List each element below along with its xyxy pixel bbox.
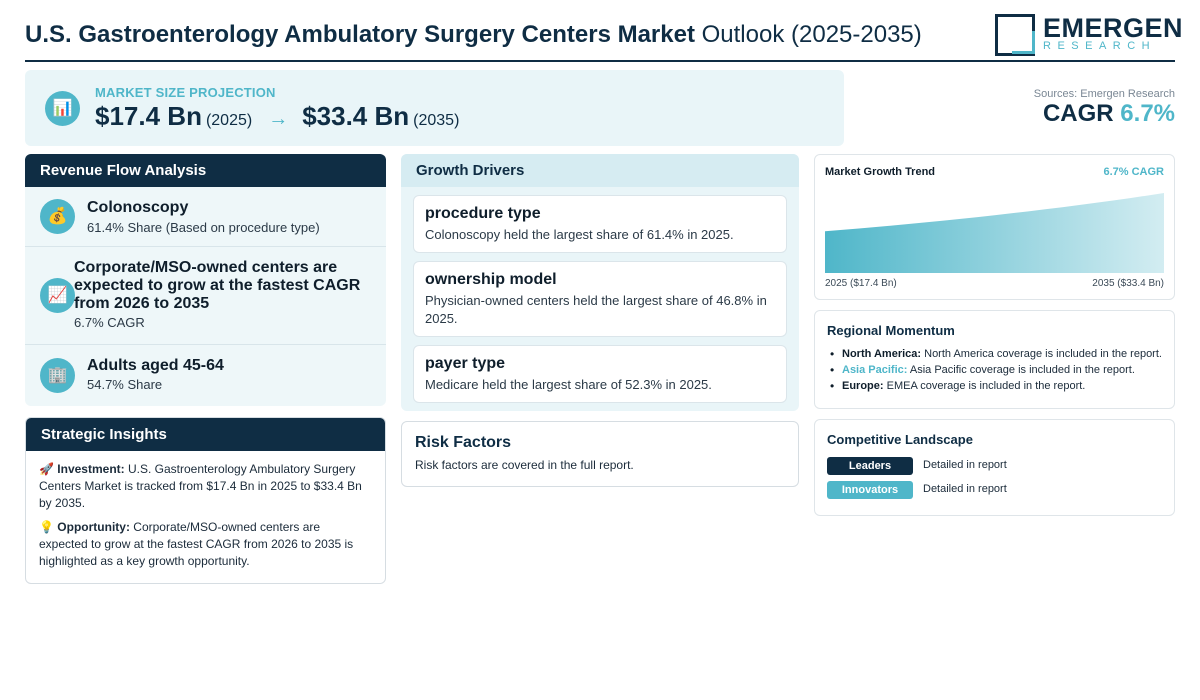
end-year: (2035) bbox=[413, 112, 460, 129]
growth-drivers-title: Growth Drivers bbox=[401, 154, 799, 187]
projection-label: MARKET SIZE PROJECTION bbox=[95, 85, 276, 100]
revenue-item-sub: 54.7% Share bbox=[87, 377, 163, 392]
start-value: $17.4 Bn bbox=[95, 101, 202, 131]
risk-factors-card: Risk Factors Risk factors are covered in… bbox=[401, 421, 799, 487]
list-item: Europe: EMEA coverage is included in the… bbox=[827, 379, 1162, 393]
growth-area-series bbox=[825, 193, 1164, 273]
logo-mark-icon bbox=[995, 14, 1035, 56]
region-name: Europe: bbox=[842, 380, 884, 392]
competitive-row: Innovators Detailed in report bbox=[827, 481, 1162, 499]
competitive-landscape-title: Competitive Landscape bbox=[827, 432, 973, 447]
list-item: 💰 Colonoscopy 61.4% Share (Based on proc… bbox=[25, 187, 386, 247]
strategic-insights-card: Strategic Insights 🚀 Investment: U.S. Ga… bbox=[25, 417, 386, 584]
title-sub: Outlook (2025-2035) bbox=[701, 21, 922, 48]
driver-item: payer type Medicare held the largest sha… bbox=[413, 345, 787, 403]
growth-area-chart bbox=[825, 193, 1164, 273]
revenue-item-sub: 61.4% Share (Based on procedure type) bbox=[87, 220, 320, 235]
cagr-value: 6.7% bbox=[1120, 100, 1175, 127]
list-item: 🏢 Adults aged 45-64 54.7% Share bbox=[25, 345, 386, 406]
cagr-label: CAGR bbox=[1042, 100, 1114, 127]
insights-body: 🚀 Investment: U.S. Gastroenterology Ambu… bbox=[26, 451, 385, 570]
end-value: $33.4 Bn bbox=[302, 101, 410, 131]
driver-item: procedure type Colonoscopy held the larg… bbox=[413, 195, 787, 253]
rocket-icon: 🚀 bbox=[39, 462, 54, 476]
region-text: Asia Pacific coverage is included in the… bbox=[907, 364, 1135, 376]
building-icon: 🏢 bbox=[40, 358, 75, 393]
regional-momentum-title: Regional Momentum bbox=[827, 323, 955, 338]
risk-factors-title: Risk Factors bbox=[415, 434, 512, 451]
chart-cagr-label: 6.7% CAGR bbox=[1103, 166, 1164, 178]
chart-start-label: 2025 ($17.4 Bn) bbox=[825, 278, 897, 289]
revenue-item-sub: 6.7% CAGR bbox=[74, 315, 145, 330]
revenue-flow-title: Revenue Flow Analysis bbox=[25, 154, 386, 187]
investment-label: Investment: bbox=[57, 462, 125, 476]
lightbulb-icon: 💡 bbox=[39, 520, 54, 534]
investment-insight: 🚀 Investment: U.S. Gastroenterology Ambu… bbox=[39, 461, 372, 512]
logo-sub-text: RESEARCH bbox=[1043, 40, 1157, 52]
opportunity-insight: 💡 Opportunity: Corporate/MSO-owned cente… bbox=[39, 519, 372, 570]
market-growth-trend-card: Market Growth Trend 6.7% CAGR 2025 ($17.… bbox=[814, 154, 1175, 300]
regional-momentum-card: Regional Momentum North America: North A… bbox=[814, 310, 1175, 409]
region-text: EMEA coverage is included in the report. bbox=[883, 380, 1086, 392]
chart-title: Market Growth Trend bbox=[825, 166, 936, 178]
cagr-display: CAGR 6.7% bbox=[1043, 100, 1175, 128]
trend-chart-icon: 📈 bbox=[40, 278, 75, 313]
sources-text: Sources: Emergen Research bbox=[1033, 88, 1175, 100]
competitive-row: Leaders Detailed in report bbox=[827, 457, 1162, 475]
list-item: North America: North America coverage is… bbox=[827, 347, 1162, 361]
growth-drivers-card: Growth Drivers procedure type Colonoscop… bbox=[401, 154, 799, 411]
arrow-right-icon: → bbox=[268, 108, 289, 130]
strategic-insights-title: Strategic Insights bbox=[26, 418, 385, 451]
revenue-flow-card: Revenue Flow Analysis 💰 Colonoscopy 61.4… bbox=[25, 154, 386, 406]
region-name: Asia Pacific: bbox=[842, 364, 908, 376]
competitive-desc: Detailed in report bbox=[923, 459, 1007, 471]
revenue-flow-list: 💰 Colonoscopy 61.4% Share (Based on proc… bbox=[25, 187, 386, 406]
chart-end-label: 2035 ($33.4 Bn) bbox=[1092, 278, 1164, 289]
driver-item: ownership model Physician-owned centers … bbox=[413, 261, 787, 337]
driver-title: procedure type bbox=[425, 205, 541, 222]
driver-title: ownership model bbox=[425, 271, 557, 288]
investment-text: U.S. Gastroenterology Ambulatory Surgery… bbox=[39, 462, 362, 510]
revenue-item-title: Colonoscopy bbox=[87, 199, 189, 216]
revenue-item-title: Adults aged 45-64 bbox=[87, 357, 224, 374]
start-year: (2025) bbox=[205, 112, 253, 129]
leaders-badge: Leaders bbox=[827, 457, 913, 475]
page-title: U.S. Gastroenterology Ambulatory Surgery… bbox=[25, 21, 922, 49]
emergen-logo: EMERGEN RESEARCH bbox=[995, 14, 1183, 56]
list-item: 📈 Corporate/MSO-owned centers are expect… bbox=[25, 247, 386, 345]
list-item: Asia Pacific: Asia Pacific coverage is i… bbox=[827, 363, 1162, 377]
risk-factors-desc: Risk factors are covered in the full rep… bbox=[415, 458, 634, 472]
bar-chart-icon: 📊 bbox=[45, 91, 80, 126]
market-size-projection: 📊 MARKET SIZE PROJECTION $17.4 Bn (2025) →… bbox=[25, 70, 844, 146]
driver-desc: Medicare held the largest share of 52.3%… bbox=[425, 377, 712, 392]
opportunity-text: Corporate/MSO-owned centers are expected… bbox=[39, 520, 354, 568]
competitive-landscape-card: Competitive Landscape Leaders Detailed i… bbox=[814, 419, 1175, 516]
projection-values: $17.4 Bn (2025) → $33.4 Bn (2035) bbox=[95, 101, 459, 132]
driver-desc: Physician-owned centers held the largest… bbox=[425, 293, 767, 326]
logo-main-text: EMERGEN bbox=[1043, 13, 1184, 43]
money-bag-icon: 💰 bbox=[40, 199, 75, 234]
page-header: U.S. Gastroenterology Ambulatory Surgery… bbox=[25, 12, 1183, 62]
innovators-badge: Innovators bbox=[827, 481, 913, 499]
driver-desc: Colonoscopy held the largest share of 61… bbox=[425, 227, 734, 242]
region-name: North America: bbox=[842, 348, 922, 360]
opportunity-label: Opportunity: bbox=[57, 520, 130, 534]
title-main: U.S. Gastroenterology Ambulatory Surgery… bbox=[25, 21, 695, 48]
region-text: North America coverage is included in th… bbox=[921, 348, 1162, 360]
region-list: North America: North America coverage is… bbox=[827, 347, 1162, 393]
driver-title: payer type bbox=[425, 355, 506, 372]
revenue-item-title: Corporate/MSO-owned centers are expected… bbox=[74, 259, 361, 312]
competitive-desc: Detailed in report bbox=[923, 483, 1007, 495]
